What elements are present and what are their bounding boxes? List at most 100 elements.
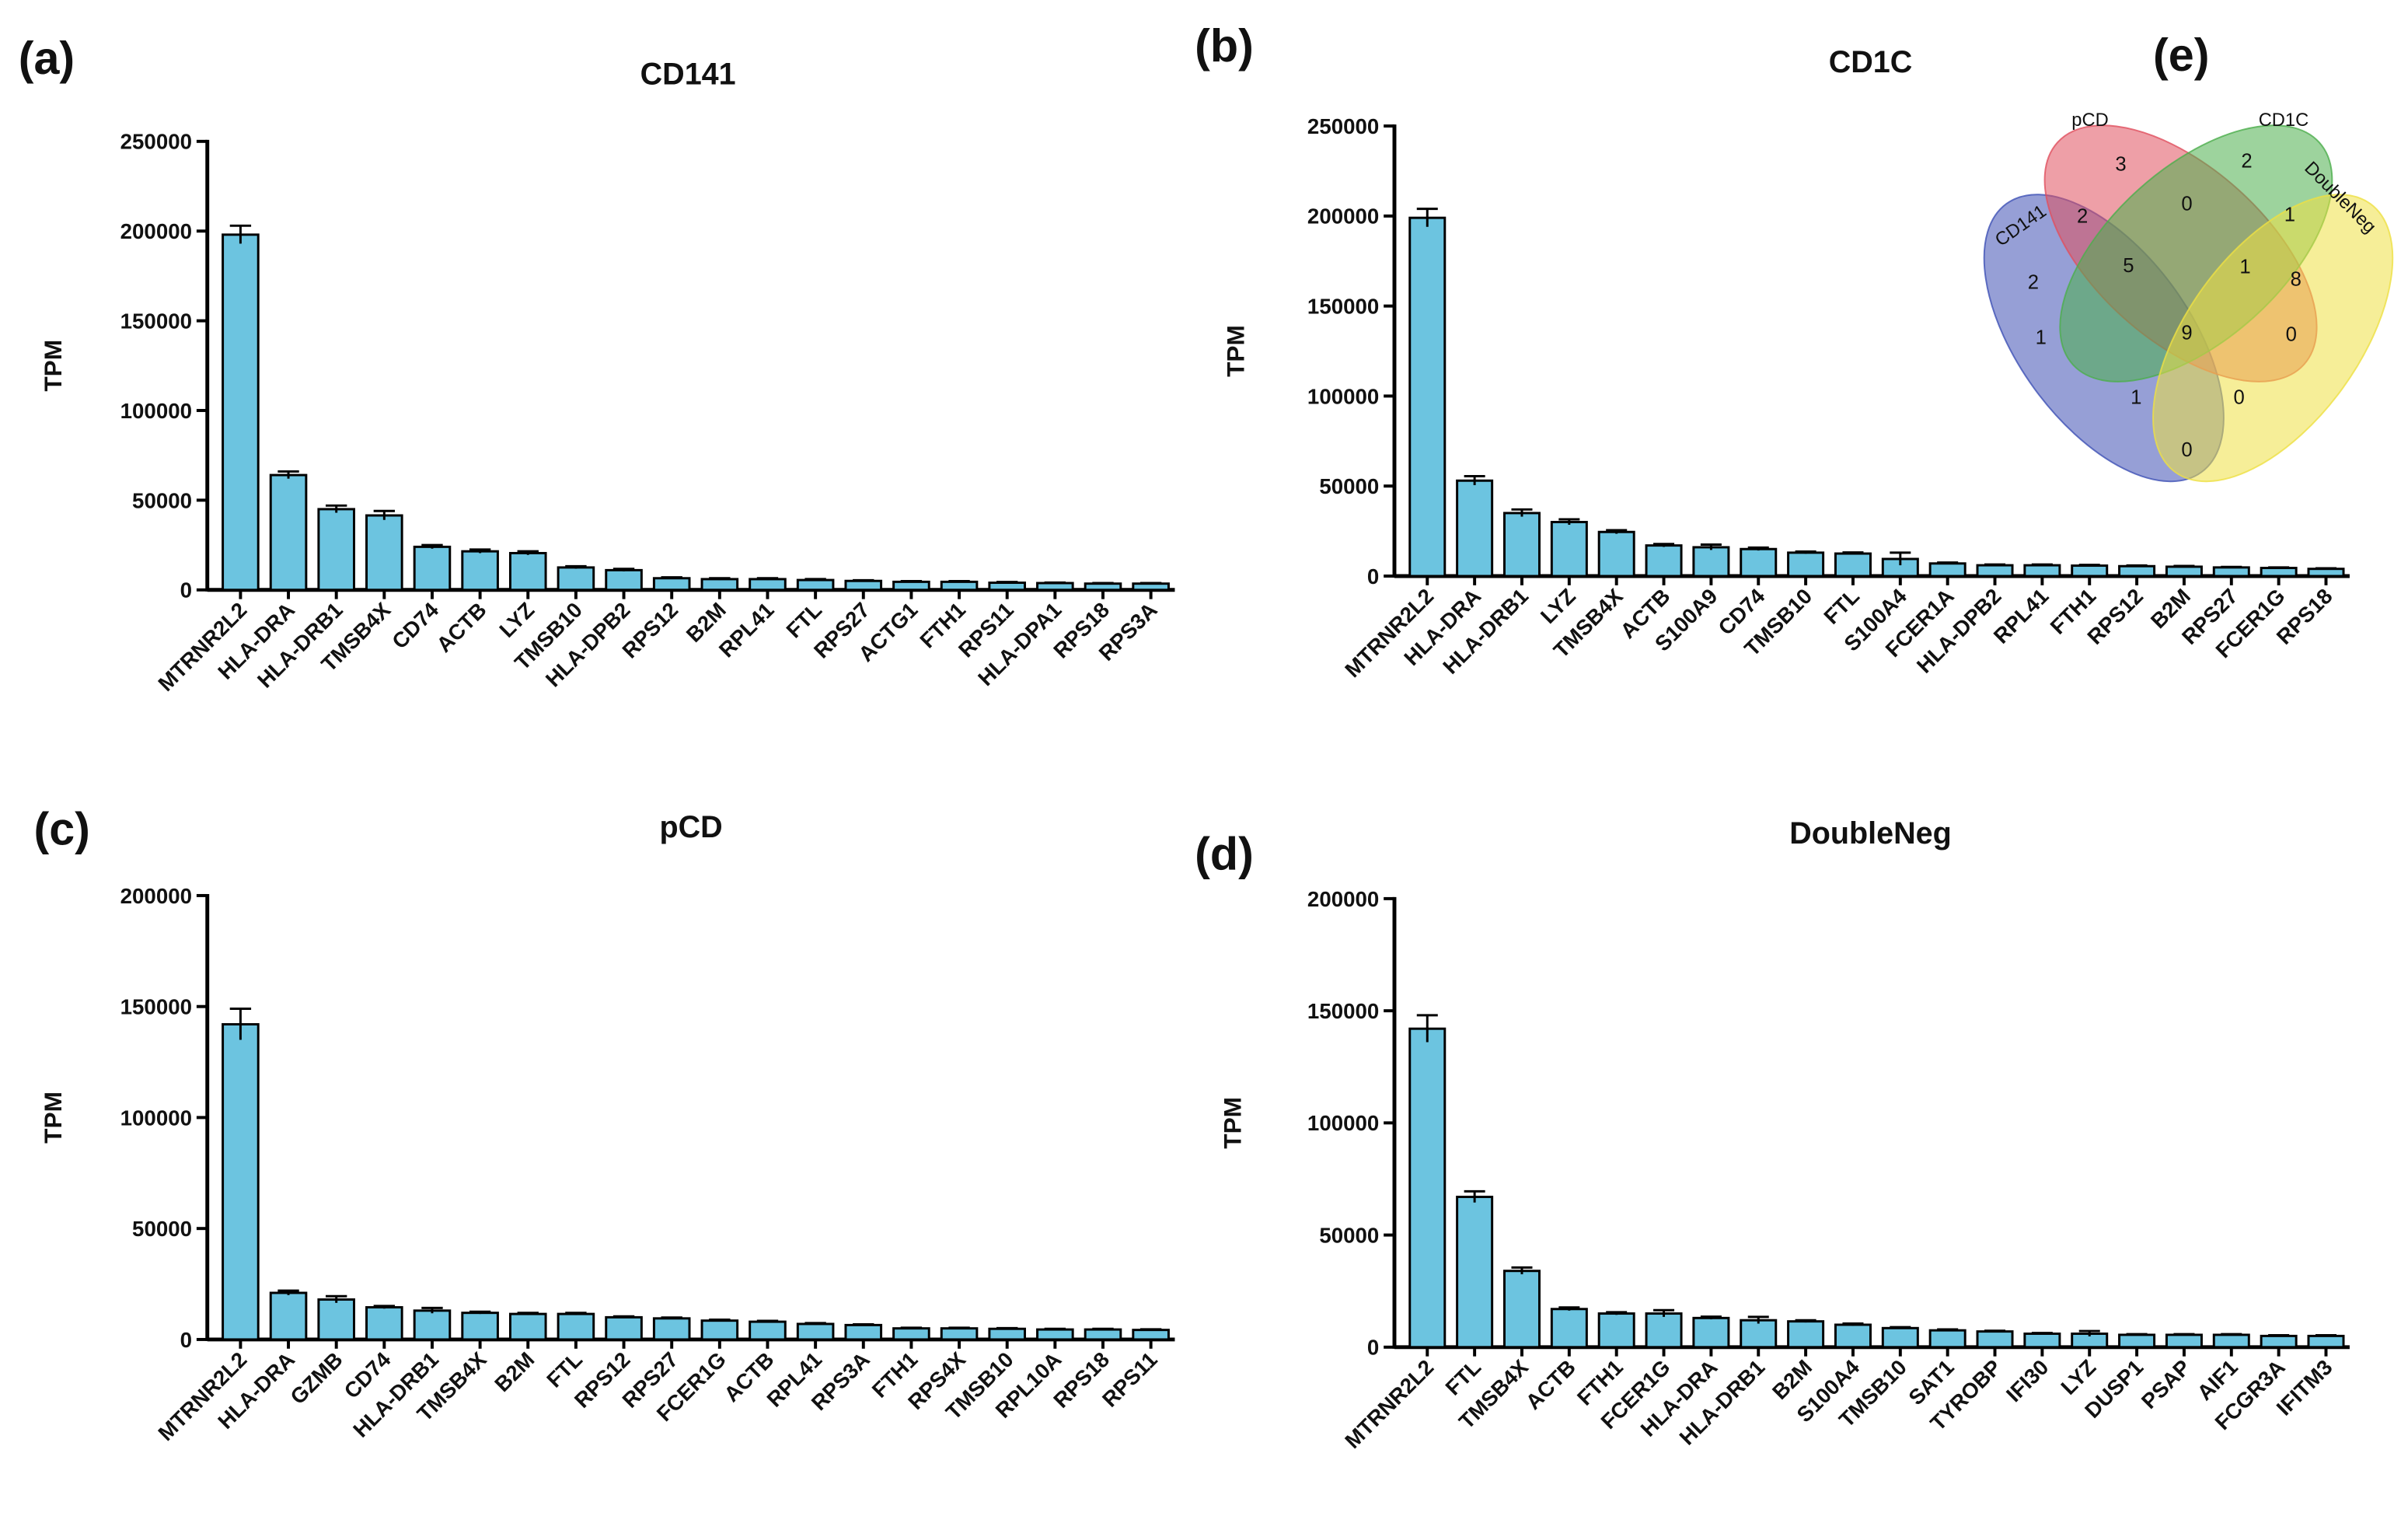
error-bar	[277, 1289, 299, 1295]
x-tick-label: B2M	[490, 1347, 539, 1396]
venn-count: 1	[2284, 204, 2295, 226]
error-bar	[2221, 1333, 2242, 1336]
error-bar	[948, 1326, 970, 1329]
bar	[1597, 530, 1635, 578]
error-bar	[1044, 1327, 1066, 1330]
y-tick-label: 200000	[1307, 887, 1379, 911]
error-bar	[1044, 581, 1066, 584]
error-bar	[2315, 1334, 2337, 1337]
y-tick-label: 100000	[120, 1106, 192, 1130]
venn-count: 1	[2131, 387, 2141, 409]
panel-label: (d)	[1195, 827, 1254, 879]
venn-count: 0	[2181, 194, 2192, 215]
x-tick-label: GZMB	[285, 1347, 347, 1409]
bar	[652, 577, 691, 592]
bar	[1976, 1330, 2014, 1349]
bar	[1550, 1308, 1588, 1349]
error-bar	[517, 550, 539, 555]
error-bar	[1795, 550, 1816, 554]
error-bar	[1139, 1328, 1162, 1331]
error-bar	[756, 1319, 779, 1323]
bar	[413, 545, 452, 592]
bar	[1550, 521, 1588, 578]
error-bar	[517, 1312, 539, 1315]
error-bar	[373, 1305, 396, 1309]
bar	[1456, 1196, 1494, 1349]
bar	[1692, 546, 1730, 578]
y-axis-label: TPM	[1218, 1097, 1246, 1149]
error-bar	[756, 577, 779, 581]
bar	[365, 514, 403, 592]
y-tick-label: 250000	[120, 130, 192, 154]
bar	[2260, 1334, 2298, 1349]
error-bar	[565, 564, 587, 569]
error-bar	[1416, 208, 1438, 227]
bar	[461, 550, 499, 592]
panel-label: (c)	[33, 803, 89, 855]
y-tick-label: 200000	[120, 219, 192, 243]
error-bar	[2126, 1333, 2148, 1336]
bar	[222, 1023, 260, 1341]
error-bar	[2078, 1329, 2100, 1336]
error-bar	[2078, 564, 2100, 567]
venn-set-label: CD1C	[2259, 110, 2309, 131]
venn-count: 1	[2036, 327, 2047, 349]
y-tick-label: 100000	[1307, 1111, 1379, 1135]
bar	[2212, 566, 2250, 578]
bar	[1881, 1326, 1919, 1349]
bar	[1976, 564, 2014, 578]
error-bar	[996, 1326, 1018, 1330]
bar	[1692, 1316, 1730, 1349]
bar	[1456, 479, 1494, 578]
error-bar	[1937, 1328, 1959, 1332]
error-bar	[853, 578, 874, 582]
y-tick-label: 50000	[132, 1217, 192, 1241]
chart-title: pCD	[660, 810, 723, 844]
error-bar	[1937, 561, 1959, 564]
bar	[1834, 1323, 1872, 1349]
bar	[222, 233, 260, 592]
error-bar	[1511, 508, 1533, 517]
error-bar	[709, 577, 731, 581]
error-bar	[2173, 1333, 2195, 1336]
bar	[1408, 216, 1447, 578]
bar	[1787, 551, 1825, 578]
y-tick-label: 0	[1367, 564, 1379, 589]
error-bar	[421, 1306, 443, 1314]
bar	[605, 568, 643, 592]
bar	[940, 580, 979, 592]
error-bar	[1890, 551, 1911, 566]
error-bar	[804, 578, 826, 582]
y-tick-label: 0	[1367, 1336, 1379, 1360]
bar	[317, 508, 355, 592]
error-bar	[2031, 1332, 2053, 1335]
bar	[2307, 1334, 2345, 1349]
y-axis-label: TPM	[39, 340, 67, 392]
bar	[365, 1306, 403, 1341]
venn-count: 0	[2181, 439, 2192, 461]
bar	[557, 566, 595, 592]
error-bar	[900, 579, 923, 583]
chart-title: CD1C	[1829, 45, 1913, 79]
error-bar	[661, 1316, 682, 1319]
y-tick-label: 150000	[1307, 295, 1379, 319]
error-bar	[229, 224, 252, 244]
bar	[1645, 544, 1683, 578]
error-bar	[1795, 1319, 1816, 1323]
chart-title: CD141	[640, 58, 736, 92]
x-tick-label: ACTB	[1521, 1355, 1580, 1414]
error-bar	[326, 504, 347, 513]
error-bar	[1416, 1014, 1438, 1043]
bar	[508, 551, 547, 592]
error-bar	[900, 1326, 923, 1329]
bar	[2165, 565, 2203, 578]
bar	[988, 582, 1026, 592]
bar	[749, 1320, 787, 1341]
bar	[2165, 1333, 2203, 1349]
error-bar	[469, 548, 491, 554]
error-bar	[612, 1315, 635, 1319]
bar	[1084, 582, 1122, 592]
bar	[508, 1312, 547, 1341]
bar	[1740, 547, 1778, 578]
bar	[844, 1323, 883, 1341]
